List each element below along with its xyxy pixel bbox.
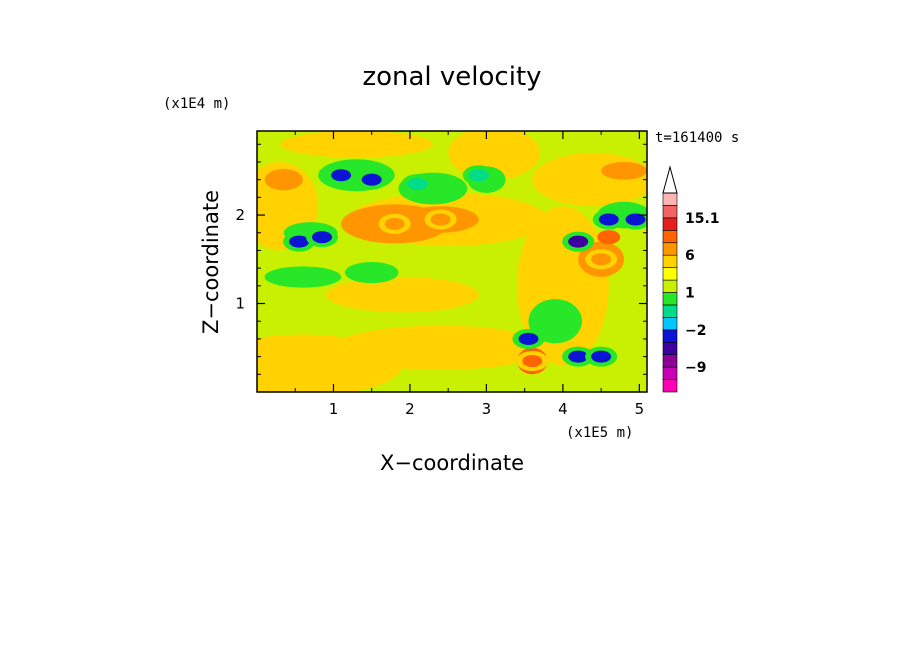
x-tick-label: 5: [635, 400, 645, 418]
x-tick-label: 2: [405, 400, 415, 418]
field-band: [597, 230, 621, 245]
feature-core: [591, 350, 612, 363]
colorbar-swatch: [662, 254, 678, 268]
time-label: t=161400 s: [655, 130, 739, 146]
feature-core: [568, 350, 589, 363]
colorbar-swatch: [662, 366, 678, 380]
colorbar-swatch: [662, 292, 678, 306]
colorbar-swatch: [662, 279, 678, 293]
colorbar-swatch: [662, 317, 678, 331]
colorbar-extend-arrow: [662, 165, 678, 194]
colorbar-swatch: [662, 230, 678, 244]
colorbar-tick-label: 15.1: [685, 211, 720, 227]
feature-core: [312, 231, 332, 244]
feature-core: [518, 332, 539, 345]
feature-core: [384, 217, 405, 230]
y-tick-label: 2: [235, 206, 245, 224]
feature-core: [361, 173, 382, 186]
x-axis-ticks: 1 2 3 4 5: [294, 131, 645, 418]
feature-core: [468, 169, 489, 182]
feature-core: [289, 235, 310, 248]
y-unit-label: (x1E4 m): [163, 96, 230, 112]
colorbar-swatch: [662, 341, 678, 355]
feature-core: [331, 169, 352, 182]
feature-core: [430, 213, 451, 226]
field-band: [264, 169, 303, 191]
chart-title: zonal velocity: [362, 62, 541, 92]
field-band: [333, 325, 548, 370]
feature-core: [591, 253, 612, 266]
y-axis-ticks: 12: [235, 143, 647, 375]
x-tick-label: 1: [329, 400, 339, 418]
field-band: [601, 161, 647, 180]
colorbar-tick-label: 6: [685, 248, 695, 264]
plot-frame: [256, 130, 648, 393]
colorbar-swatch: [662, 304, 678, 318]
x-tick-label: 4: [558, 400, 568, 418]
feature-core: [625, 213, 646, 226]
field-band: [344, 261, 399, 284]
colorbar-swatch: [662, 267, 678, 281]
x-tick-label: 3: [482, 400, 492, 418]
colorbar-swatch: [662, 379, 678, 393]
colorbar-tick-label: −9: [685, 360, 706, 376]
x-unit-label: (x1E5 m): [566, 425, 633, 441]
feature-core: [598, 213, 619, 226]
field-band: [532, 153, 647, 207]
feature-core: [407, 178, 428, 191]
field-band: [264, 266, 342, 288]
feature-core: [568, 235, 589, 248]
y-axis-label: Z−coordinate: [199, 190, 223, 334]
feature-core: [522, 355, 543, 368]
colorbar-tick-label: 1: [685, 286, 695, 302]
colorbar-swatch: [662, 354, 678, 368]
field-band: [325, 276, 479, 313]
colorbar-swatch: [662, 242, 678, 256]
x-axis-label: X−coordinate: [380, 451, 524, 475]
colorbar: 15.1 6 1 −2 −9: [662, 165, 720, 393]
colorbar-swatch: [662, 329, 678, 343]
colorbar-swatch: [662, 205, 678, 219]
colorbar-swatch: [662, 217, 678, 231]
y-tick-label: 1: [235, 295, 245, 313]
field-band: [279, 131, 433, 158]
colorbar-tick-label: −2: [685, 323, 706, 339]
colorbar-swatch: [662, 192, 678, 206]
heatmap-plot-area: [257, 131, 647, 392]
field-band: [528, 299, 582, 344]
